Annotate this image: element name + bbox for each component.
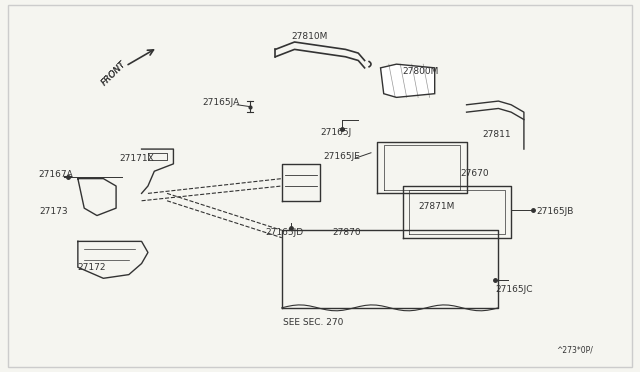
Text: FRONT: FRONT — [100, 59, 128, 87]
Text: 27811: 27811 — [483, 130, 511, 139]
Text: FRONT: FRONT — [100, 59, 128, 87]
Text: 27670: 27670 — [460, 169, 489, 177]
Text: 27172: 27172 — [78, 263, 106, 272]
Text: 27173: 27173 — [40, 207, 68, 217]
Polygon shape — [381, 64, 435, 97]
Text: 27167A: 27167A — [38, 170, 73, 179]
Text: 27171X: 27171X — [119, 154, 154, 163]
Text: 27870: 27870 — [333, 228, 362, 237]
Text: 27165J: 27165J — [320, 128, 351, 137]
Text: 27165JB: 27165JB — [537, 207, 574, 217]
Text: 27800M: 27800M — [403, 67, 439, 76]
Text: 27165JE: 27165JE — [323, 152, 360, 161]
Text: 27165JA: 27165JA — [202, 99, 239, 108]
Text: 27871M: 27871M — [419, 202, 455, 211]
Text: 27810M: 27810M — [291, 32, 328, 41]
Text: ^273*0P/: ^273*0P/ — [556, 346, 593, 355]
Text: SEE SEC. 270: SEE SEC. 270 — [284, 318, 344, 327]
Text: 27165JC: 27165JC — [495, 285, 532, 294]
Text: 27165JD: 27165JD — [266, 228, 304, 237]
